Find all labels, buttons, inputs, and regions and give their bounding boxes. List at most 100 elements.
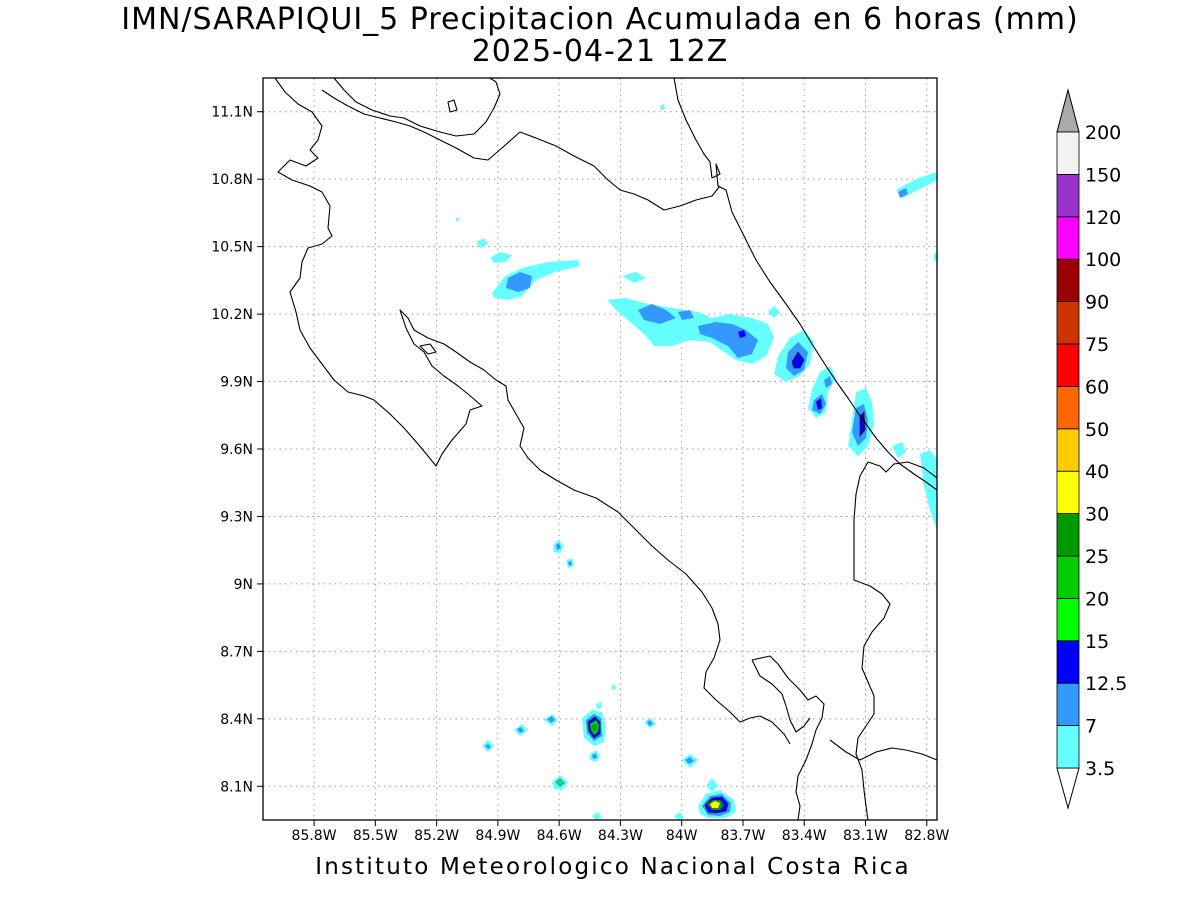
precip-area	[611, 684, 616, 690]
precip-area	[456, 217, 459, 221]
footer-credit: Instituto Meteorologico Nacional Costa R…	[315, 854, 911, 880]
colorbar-label: 25	[1085, 546, 1109, 568]
colorbar-swatch	[1056, 428, 1080, 472]
colorbar-swatch	[1056, 682, 1080, 727]
colorbar-swatch	[1056, 385, 1080, 430]
colorbar-label: 12.5	[1085, 673, 1127, 695]
y-tick: 9.6N	[220, 442, 263, 458]
colorbar-label: 30	[1085, 504, 1109, 526]
colorbar-swatch	[1056, 470, 1080, 515]
y-tick: 9.9N	[220, 375, 263, 391]
colorbar-swatch	[1056, 258, 1080, 303]
precip-area	[674, 812, 684, 820]
x-axis: 85.8W 85.5W 85.2W 84.9W 84.6W 84.3W 84W 83.7W 83…	[292, 820, 949, 844]
island	[419, 343, 437, 355]
coastline	[751, 655, 825, 820]
x-tick: 83.4W	[782, 820, 827, 844]
colorbar-label: 60	[1085, 376, 1109, 398]
x-tick-label: 84.3W	[598, 828, 643, 844]
y-tick: 8.1N	[220, 779, 263, 795]
colorbar-legend: 3.5 7 12.5 15 20 25 30 40 50 60 75 90 100 120 150 200	[1056, 88, 1127, 810]
y-tick: 9.3N	[220, 509, 263, 525]
contour-line	[859, 411, 866, 438]
colorbar-label: 40	[1085, 461, 1109, 483]
colorbar-swatch	[1056, 173, 1080, 218]
precip-area	[898, 188, 908, 198]
y-tick: 10.5N	[211, 240, 263, 256]
colorbar-swatch	[1056, 216, 1080, 260]
precip-area	[596, 702, 602, 709]
chart-title: IMN/SARAPIQUI_5 Precipitacion Acumulada …	[121, 2, 1079, 37]
precip-area	[506, 272, 532, 292]
colorbar-label: 75	[1085, 334, 1109, 356]
x-tick: 85.8W	[292, 820, 337, 844]
colorbar-label: 150	[1085, 164, 1121, 186]
coastline	[829, 739, 937, 761]
precip-area	[768, 306, 780, 318]
x-tick: 83.7W	[720, 820, 766, 844]
y-axis: 11.1N 10.8N 10.5N 10.2N 9.9N 9.6N 9.3N 9N 8.7N 8.…	[211, 105, 263, 795]
colorbar-upper-arrow	[1056, 88, 1080, 133]
precip-area	[685, 757, 694, 764]
precip-area	[476, 238, 488, 248]
colorbar-label: 100	[1085, 249, 1121, 271]
x-tick-label: 84W	[666, 828, 698, 844]
y-tick-label: 8.4N	[220, 712, 253, 728]
colorbar-swatch	[1056, 640, 1080, 684]
x-tick: 83.1W	[843, 820, 888, 844]
coastline	[673, 78, 937, 491]
precip-area	[592, 812, 602, 820]
x-tick: 85.2W	[414, 820, 459, 844]
y-tick-label: 9.6N	[220, 442, 253, 458]
x-tick-label: 85.8W	[292, 828, 337, 844]
border	[321, 89, 721, 211]
precip-area	[547, 716, 555, 723]
colorbar-swatch	[1056, 131, 1080, 175]
precip-area	[660, 104, 665, 110]
y-tick: 11.1N	[211, 105, 263, 121]
coastline	[274, 78, 791, 745]
precipitation-field	[456, 104, 937, 820]
island	[447, 99, 458, 113]
x-tick: 84.9W	[475, 820, 521, 844]
x-tick: 85.5W	[353, 820, 398, 844]
colorbar-swatch	[1056, 725, 1080, 769]
coastline	[751, 659, 811, 733]
precip-area	[892, 442, 906, 458]
x-tick: 84.3W	[598, 820, 643, 844]
precip-area	[485, 744, 491, 749]
border	[853, 461, 937, 820]
y-tick-label: 11.1N	[211, 105, 253, 121]
x-tick: 84.6W	[537, 820, 582, 844]
precip-area	[824, 376, 832, 388]
colorbar-swatch	[1056, 598, 1080, 642]
colorbar-label: 200	[1085, 122, 1121, 144]
colorbar-label: 7	[1085, 716, 1097, 738]
precip-area	[592, 723, 597, 732]
contour-line	[791, 351, 805, 369]
y-tick-label: 9.3N	[220, 509, 253, 525]
precip-area	[557, 780, 563, 785]
y-tick: 9N	[234, 577, 263, 593]
colorbar-swatch	[1056, 513, 1080, 557]
precip-area	[592, 753, 597, 759]
coastline	[333, 78, 501, 137]
precip-area	[706, 778, 718, 792]
coastline-and-borders	[274, 78, 937, 820]
x-tick-label: 83.7W	[720, 828, 765, 844]
x-tick-label: 85.2W	[414, 828, 459, 844]
colorbar-swatch	[1056, 343, 1080, 387]
x-tick-label: 82.8W	[904, 828, 949, 844]
precip-area	[710, 801, 720, 808]
colorbar-label: 20	[1085, 588, 1109, 610]
grid-lines	[263, 78, 937, 820]
colorbar-label: 3.5	[1085, 758, 1115, 780]
precip-area	[556, 543, 561, 550]
x-tick-label: 84.6W	[537, 828, 582, 844]
contour-line	[587, 716, 601, 739]
colorbar-label: 50	[1085, 419, 1109, 441]
y-tick: 8.7N	[220, 644, 263, 660]
colorbar-swatch	[1056, 555, 1080, 599]
colorbar-label: 120	[1085, 207, 1121, 229]
